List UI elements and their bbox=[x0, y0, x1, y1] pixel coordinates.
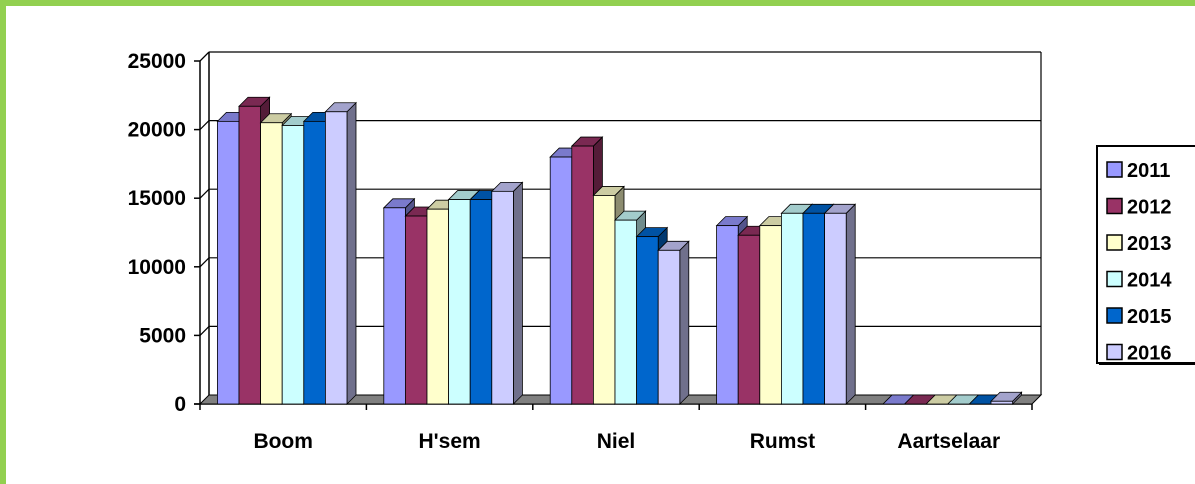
gridline-side bbox=[199, 257, 210, 268]
legend-label: 2012 bbox=[1127, 197, 1172, 219]
bars bbox=[216, 96, 1023, 405]
legend-swatch bbox=[1106, 234, 1123, 251]
category-label: Rumst bbox=[750, 430, 815, 453]
legend-swatch bbox=[1106, 343, 1123, 361]
legend-label: 2015 bbox=[1127, 306, 1172, 328]
legend-entry-2013[interactable]: 2013 bbox=[1106, 233, 1172, 255]
bar-Rumst-2016 bbox=[823, 203, 857, 405]
y-axis-top bbox=[199, 51, 210, 62]
legend-entry-2011[interactable]: 2011 bbox=[1106, 160, 1170, 182]
y-tick-label: 10000 bbox=[128, 256, 186, 279]
legend-swatch bbox=[1106, 161, 1123, 178]
legend-label: 2014 bbox=[1127, 270, 1172, 292]
category-label: Niel bbox=[597, 430, 636, 453]
category-label: H'sem bbox=[418, 430, 480, 453]
legend-entry-2016[interactable]: 2016 bbox=[1106, 343, 1172, 365]
axis-labels: 0 5000 10000 15000 20000 25000 Boom H'sem Niel Ru… bbox=[128, 50, 1001, 453]
gridline-side bbox=[199, 188, 210, 199]
y-tick-label: 20000 bbox=[128, 119, 186, 142]
legend[interactable]: 2011 2012 2013 2014 2015 2016 bbox=[1096, 145, 1195, 365]
legend-swatch bbox=[1106, 197, 1123, 215]
legend-label: 2013 bbox=[1127, 233, 1172, 255]
category-label: Boom bbox=[253, 430, 313, 453]
category-label: Aartselaar bbox=[897, 430, 1000, 453]
legend-label: 2016 bbox=[1127, 343, 1172, 365]
bar-H'sem-2016 bbox=[490, 181, 524, 405]
legend-entry-2012[interactable]: 2012 bbox=[1106, 197, 1172, 219]
legend-entry-2015[interactable]: 2015 bbox=[1106, 306, 1172, 328]
legend-entry-2014[interactable]: 2014 bbox=[1106, 270, 1172, 292]
gridline-side bbox=[199, 120, 210, 131]
y-tick-label: 5000 bbox=[139, 324, 186, 347]
bar-Niel-2016 bbox=[657, 240, 690, 405]
bar-Boom-2016 bbox=[324, 101, 357, 405]
bar-Aartselaar-2016 bbox=[990, 391, 1023, 405]
gridline-side bbox=[199, 325, 210, 336]
legend-label: 2011 bbox=[1127, 160, 1170, 182]
legend-swatch bbox=[1106, 307, 1123, 324]
legend-box bbox=[1096, 145, 1195, 364]
y-tick-label: 15000 bbox=[128, 187, 186, 210]
y-tick-label: 25000 bbox=[128, 50, 186, 73]
y-tick-label: 0 bbox=[174, 393, 186, 416]
legend-swatch bbox=[1106, 270, 1123, 288]
